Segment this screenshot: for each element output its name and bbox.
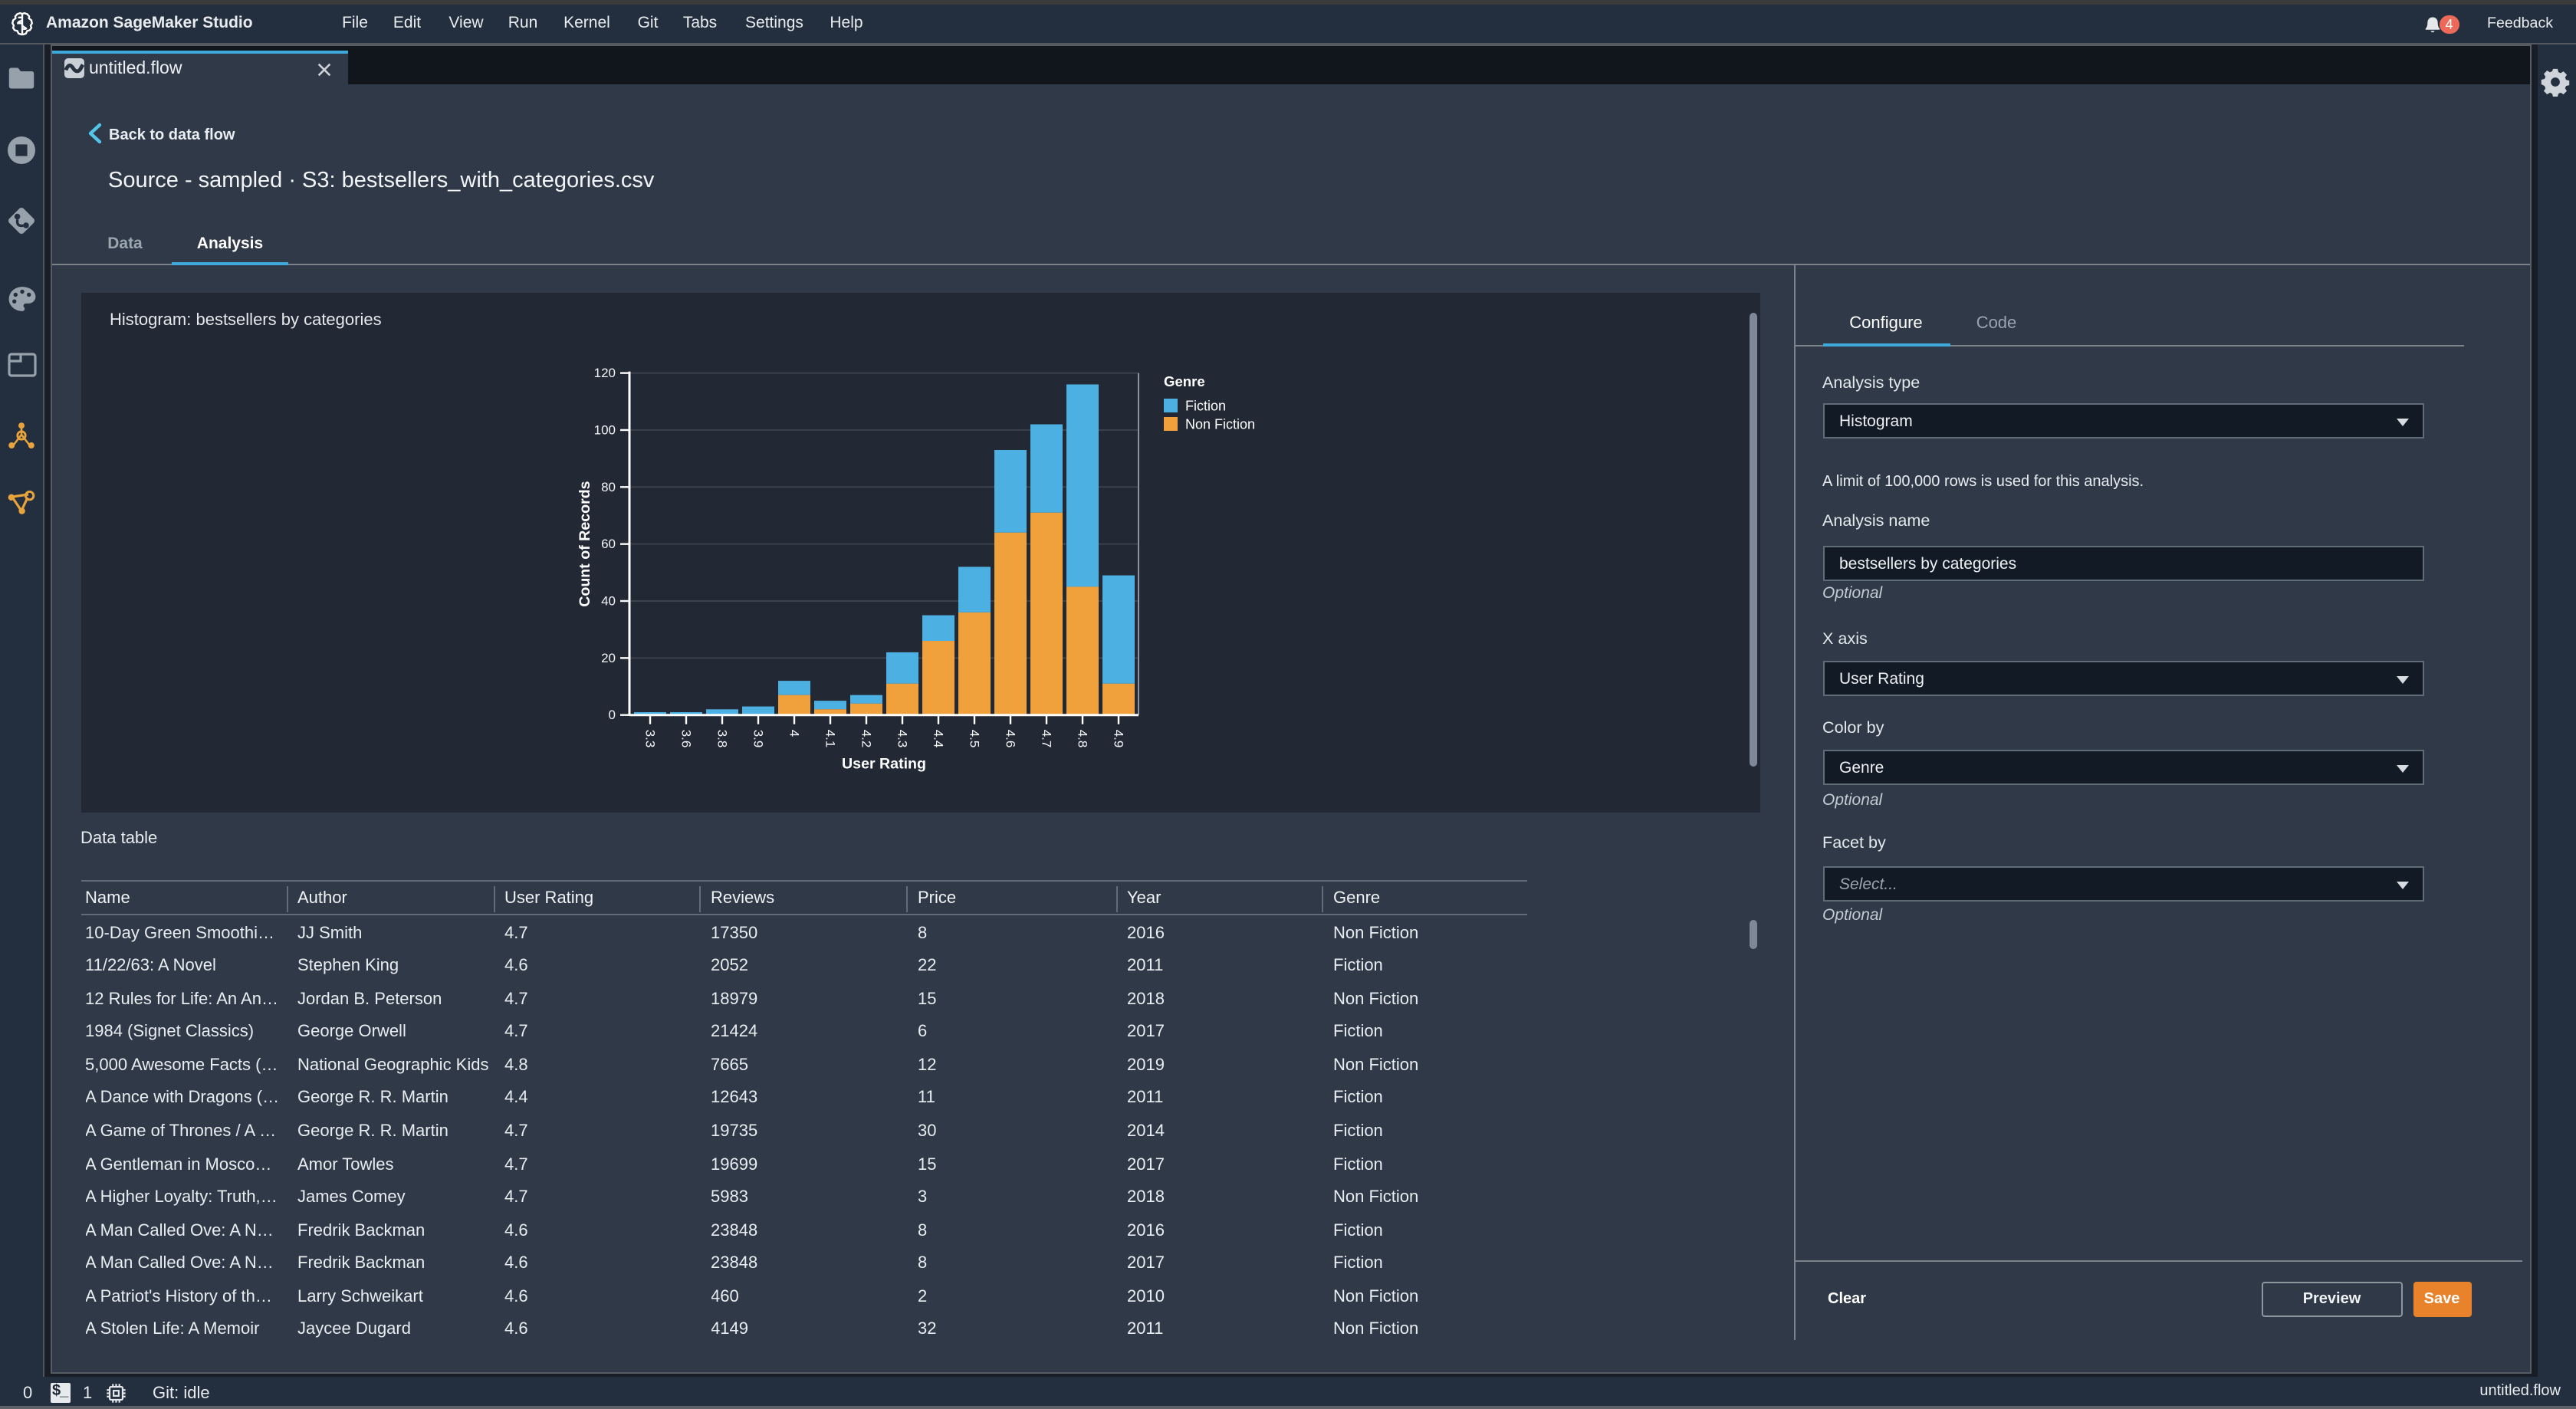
svg-text:100: 100 bbox=[593, 422, 615, 437]
svg-text:20: 20 bbox=[600, 651, 615, 665]
svg-text:4.4: 4.4 bbox=[931, 730, 945, 748]
svg-text:0: 0 bbox=[608, 708, 615, 722]
svg-text:4.2: 4.2 bbox=[859, 730, 873, 748]
svg-text:4.1: 4.1 bbox=[823, 730, 837, 748]
svg-text:Non Fiction: Non Fiction bbox=[1184, 417, 1254, 432]
svg-text:40: 40 bbox=[600, 594, 615, 609]
svg-text:Count of Records: Count of Records bbox=[576, 481, 593, 606]
svg-text:80: 80 bbox=[600, 480, 615, 494]
svg-text:4.3: 4.3 bbox=[895, 730, 909, 748]
svg-text:Fiction: Fiction bbox=[1184, 399, 1225, 414]
svg-text:3.3: 3.3 bbox=[642, 730, 657, 748]
svg-text:3.9: 3.9 bbox=[751, 730, 765, 748]
svg-text:4: 4 bbox=[787, 730, 801, 737]
svg-text:120: 120 bbox=[593, 366, 615, 380]
svg-text:4.5: 4.5 bbox=[967, 730, 981, 748]
svg-text:4.7: 4.7 bbox=[1039, 730, 1053, 748]
svg-text:User Rating: User Rating bbox=[841, 756, 925, 773]
svg-text:3.6: 3.6 bbox=[678, 730, 693, 748]
svg-text:4.6: 4.6 bbox=[1003, 730, 1017, 748]
svg-text:4.8: 4.8 bbox=[1075, 730, 1089, 748]
svg-text:60: 60 bbox=[600, 537, 615, 551]
svg-text:Genre: Genre bbox=[1163, 373, 1204, 389]
svg-text:3.8: 3.8 bbox=[715, 730, 729, 748]
svg-text:4.9: 4.9 bbox=[1111, 730, 1125, 748]
